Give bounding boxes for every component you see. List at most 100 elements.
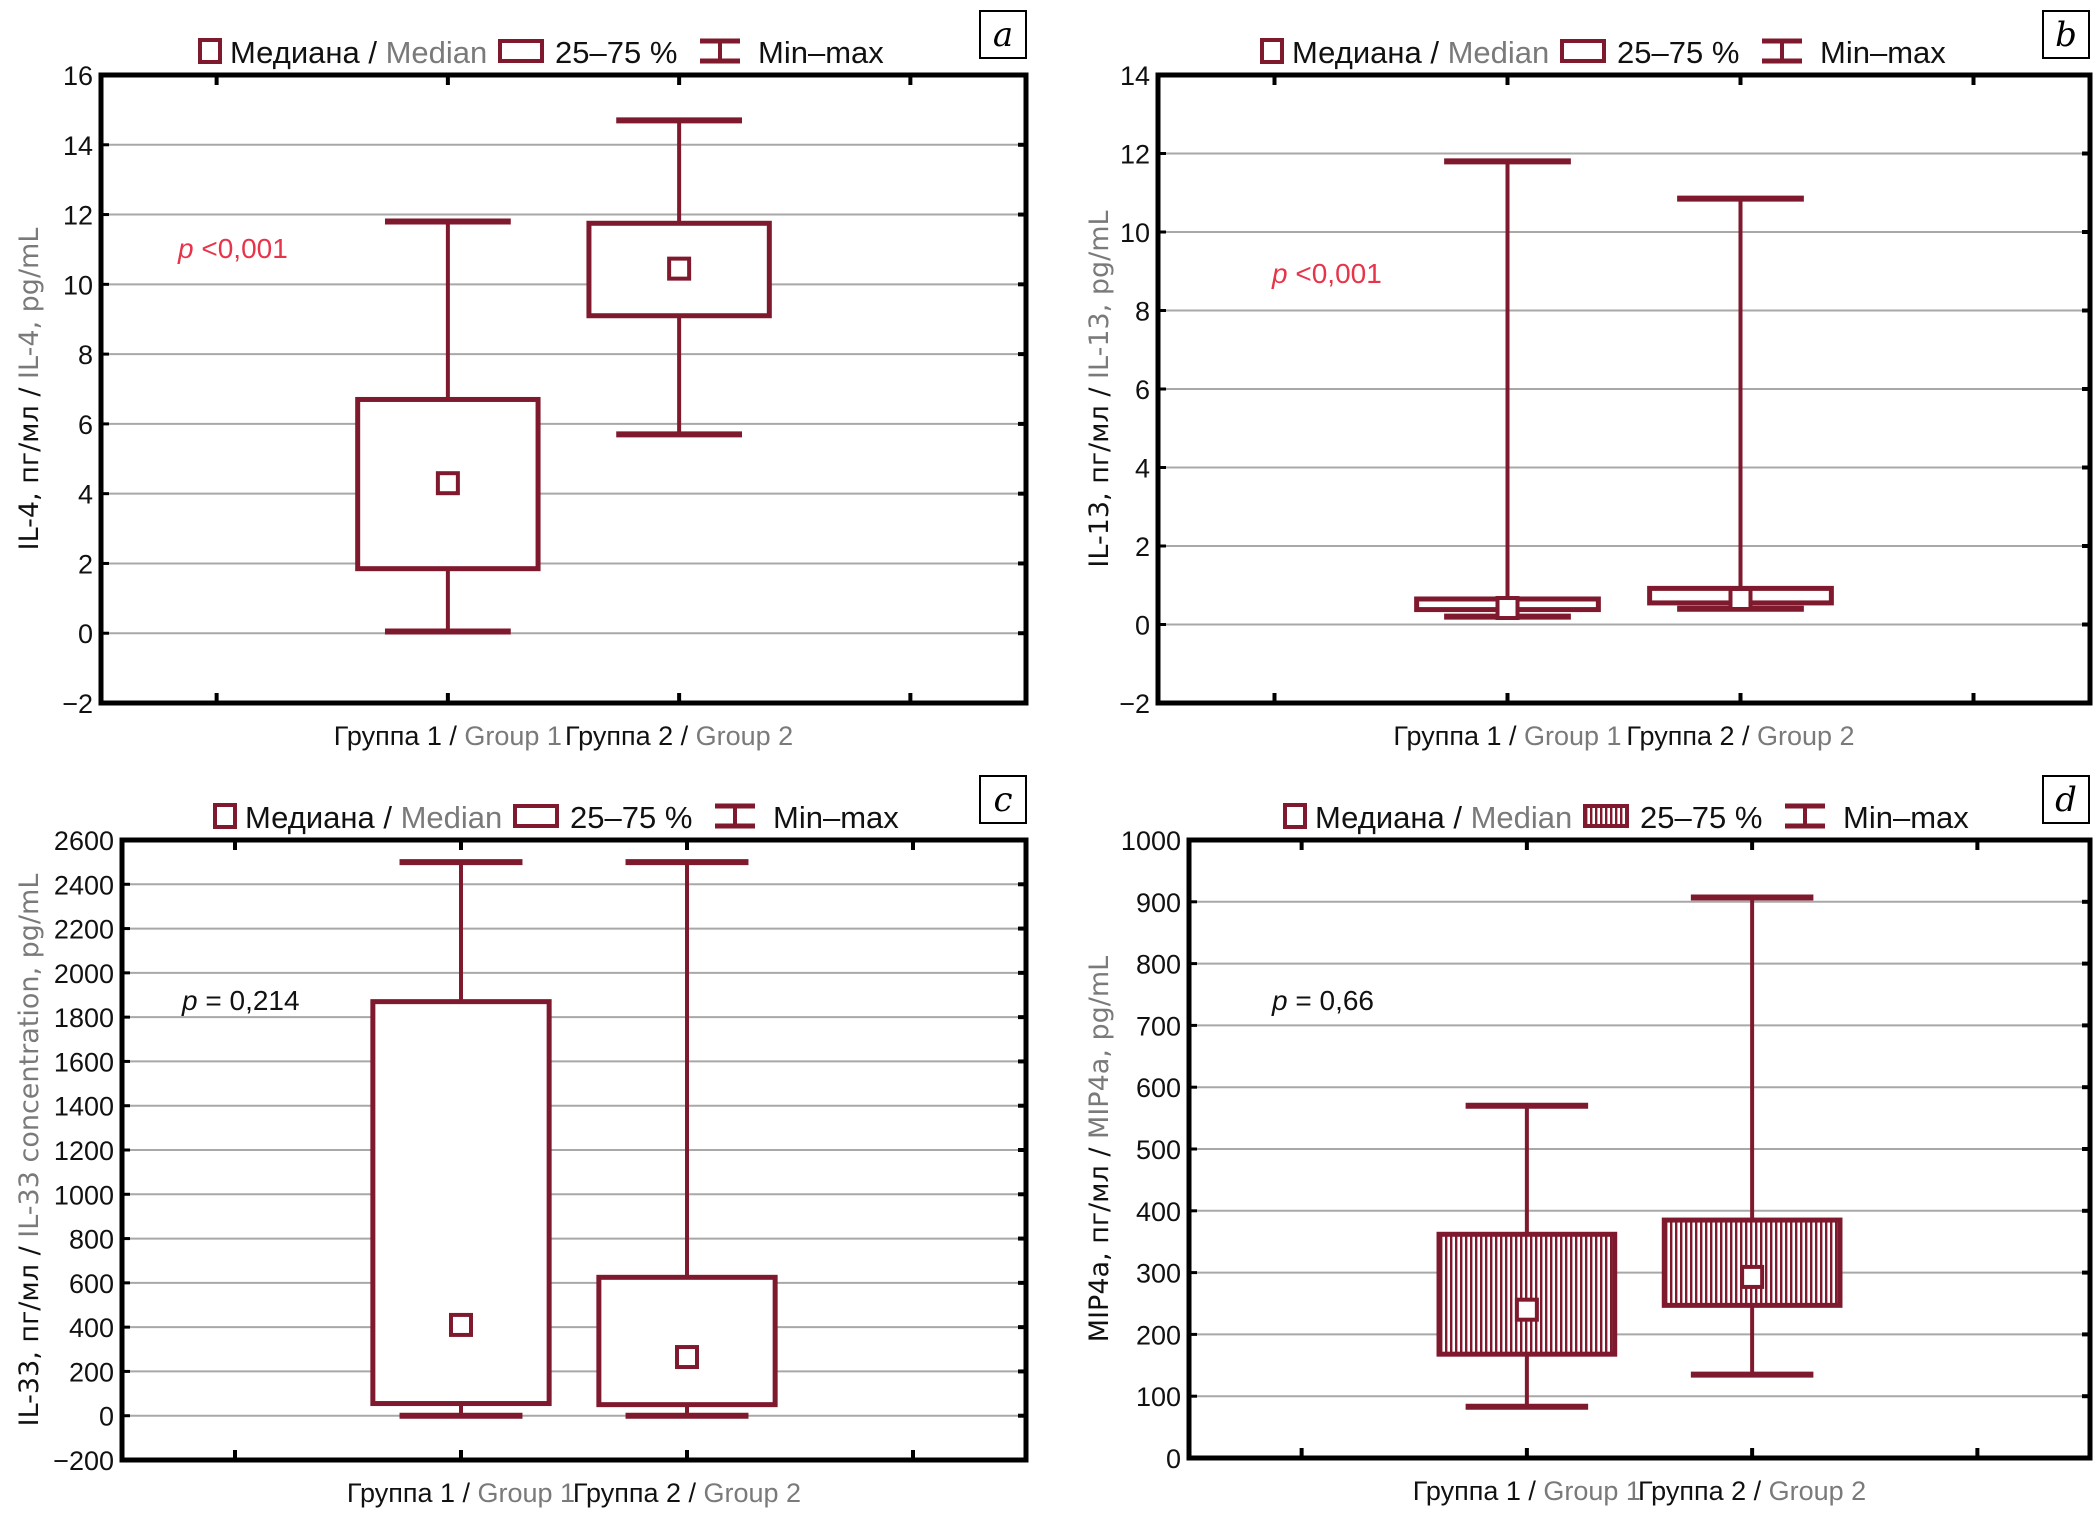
plot-frame: [1186, 837, 2093, 1461]
y-tick-label: −200: [53, 1446, 114, 1476]
ylabel-sep: /: [14, 1238, 45, 1264]
category-en: Group 2: [1769, 1476, 1867, 1506]
ylabel-ru: IL-13, пг/мл: [1084, 405, 1115, 567]
y-tick-label: 14: [1120, 61, 1150, 91]
p-value: p = 0,214: [181, 985, 300, 1016]
p-value-text: = 0,66: [1295, 985, 1374, 1016]
legend: Медиана / Median 25–75 % Min–max: [213, 800, 899, 835]
ylabel-sep: /: [1084, 379, 1115, 405]
p-symbol: p: [181, 985, 205, 1016]
legend-range-label: Min–max: [773, 800, 899, 835]
iqr-box: [370, 999, 552, 1407]
category-en: Group 2: [696, 721, 794, 751]
panel-letter-box: [2042, 10, 2090, 59]
legend-median-en: Median: [1448, 35, 1550, 70]
ylabel-en: IL-4, pg/mL: [14, 228, 45, 379]
y-tick-label: 1000: [54, 1180, 114, 1210]
category-en: Group 1: [478, 1478, 576, 1508]
y-tick-label: 10: [63, 270, 93, 300]
panel-a: −2 0 2 4 6 8 10 12 14 16 Группа 1 / Group 1 Группа …: [14, 10, 1029, 751]
iqr-box: [1661, 1217, 1843, 1308]
category-ru: Группа 1: [1393, 721, 1501, 751]
median-marker: [1514, 1297, 1539, 1322]
legend-range-label: Min–max: [758, 35, 884, 70]
y-tick-label: 200: [69, 1357, 114, 1387]
legend-median-icon: [198, 38, 222, 64]
y-tick-label: 12: [63, 201, 93, 231]
legend-range-label: Min–max: [1820, 35, 1946, 70]
category-en: Group 1: [1524, 721, 1622, 751]
legend-median-en: Median: [401, 800, 503, 835]
category-ru: Группа 1: [334, 721, 442, 751]
box-1: [370, 859, 552, 1419]
y-tick-label: 2200: [54, 915, 114, 945]
box-2: [586, 117, 772, 438]
x-category-label: Группа 1 / Group 1: [347, 1478, 575, 1508]
y-tick-label: 14: [63, 131, 93, 161]
ylabel-en: MIP4a, pg/mL: [1084, 956, 1115, 1139]
legend-median-icon: [1283, 803, 1307, 829]
legend-iqr-icon: [1560, 39, 1606, 63]
category-ru: Группа 2: [565, 721, 673, 751]
x-category-label: Группа 2 / Group 2: [1626, 721, 1854, 751]
legend-iqr-label: 25–75 %: [555, 35, 677, 70]
y-tick-label: 8: [78, 340, 93, 370]
p-value: p <0,001: [177, 233, 288, 264]
y-tick-label: 600: [69, 1269, 114, 1299]
legend-iqr-icon: [498, 39, 544, 63]
y-axis-label: IL-33, пг/мл / IL-33 concentration, pg/m…: [14, 874, 45, 1427]
iqr-box: [596, 1274, 778, 1408]
category-en: Group 1: [1543, 1476, 1641, 1506]
plot-frame: [119, 837, 1029, 1463]
y-tick-label: 8: [1135, 297, 1150, 327]
category-ru: Группа 1: [1413, 1476, 1521, 1506]
category-sep: /: [1735, 721, 1758, 751]
category-sep: /: [681, 1478, 704, 1508]
legend-iqr-label: 25–75 %: [1617, 35, 1739, 70]
y-tick-label: −2: [62, 689, 93, 719]
p-symbol: p: [177, 233, 201, 264]
plot-frame: [1155, 72, 2093, 706]
iqr-box: [1436, 1231, 1618, 1357]
legend-median-en: Median: [386, 35, 488, 70]
ylabel-ru: IL-33, пг/мл: [14, 1264, 45, 1426]
y-tick-label: 400: [1136, 1197, 1181, 1227]
y-tick-label: 10: [1120, 218, 1150, 248]
x-category-label: Группа 1 / Group 1: [1413, 1476, 1641, 1506]
category-sep: /: [1746, 1476, 1769, 1506]
category-sep: /: [442, 721, 465, 751]
p-symbol: p: [1271, 985, 1295, 1016]
y-tick-label: 0: [1135, 611, 1150, 641]
legend-median-label: Медиана / Median: [1292, 35, 1549, 70]
panel-letter: d: [2055, 780, 2077, 820]
x-category-label: Группа 1 / Group 1: [1393, 721, 1621, 751]
legend-median-sep: /: [1445, 800, 1471, 835]
category-sep: /: [1521, 1476, 1544, 1506]
ylabel-sep: /: [1084, 1139, 1115, 1165]
y-tick-label: 6: [1135, 375, 1150, 405]
y-tick-label: 200: [1136, 1320, 1181, 1350]
legend-median-icon: [213, 803, 237, 829]
legend-iqr-label: 25–75 %: [1640, 800, 1762, 835]
legend-median-sep: /: [1422, 35, 1448, 70]
legend-median-ru: Медиана: [1315, 800, 1445, 835]
panel-d: 0 100 200 300 400 500 600 700 800 900 1000 Группа 1…: [1084, 775, 2093, 1506]
median-marker: [667, 256, 692, 281]
category-sep: /: [673, 721, 696, 751]
legend-median-ru: Медиана: [230, 35, 360, 70]
p-symbol: p: [1271, 258, 1295, 289]
y-tick-label: 600: [1136, 1073, 1181, 1103]
panel-letter-box: [979, 775, 1027, 824]
category-en: Group 1: [464, 721, 562, 751]
x-category-label: Группа 2 / Group 2: [573, 1478, 801, 1508]
legend: Медиана / Median 25–75 % Min–max: [1283, 800, 1969, 835]
category-en: Group 2: [1757, 721, 1855, 751]
legend-median-ru: Медиана: [1292, 35, 1422, 70]
y-tick-label: 1200: [54, 1136, 114, 1166]
category-sep: /: [1502, 721, 1525, 751]
y-axis-label: MIP4a, пг/мл / MIP4a, pg/mL: [1084, 956, 1115, 1342]
panel-b: −2 0 2 4 6 8 10 12 14 Группа 1 / Group 1 Группа 2 …: [1084, 10, 2093, 751]
x-category-label: Группа 2 / Group 2: [1638, 1476, 1866, 1506]
box-1: [1436, 1102, 1618, 1410]
legend-range-label: Min–max: [1843, 800, 1969, 835]
